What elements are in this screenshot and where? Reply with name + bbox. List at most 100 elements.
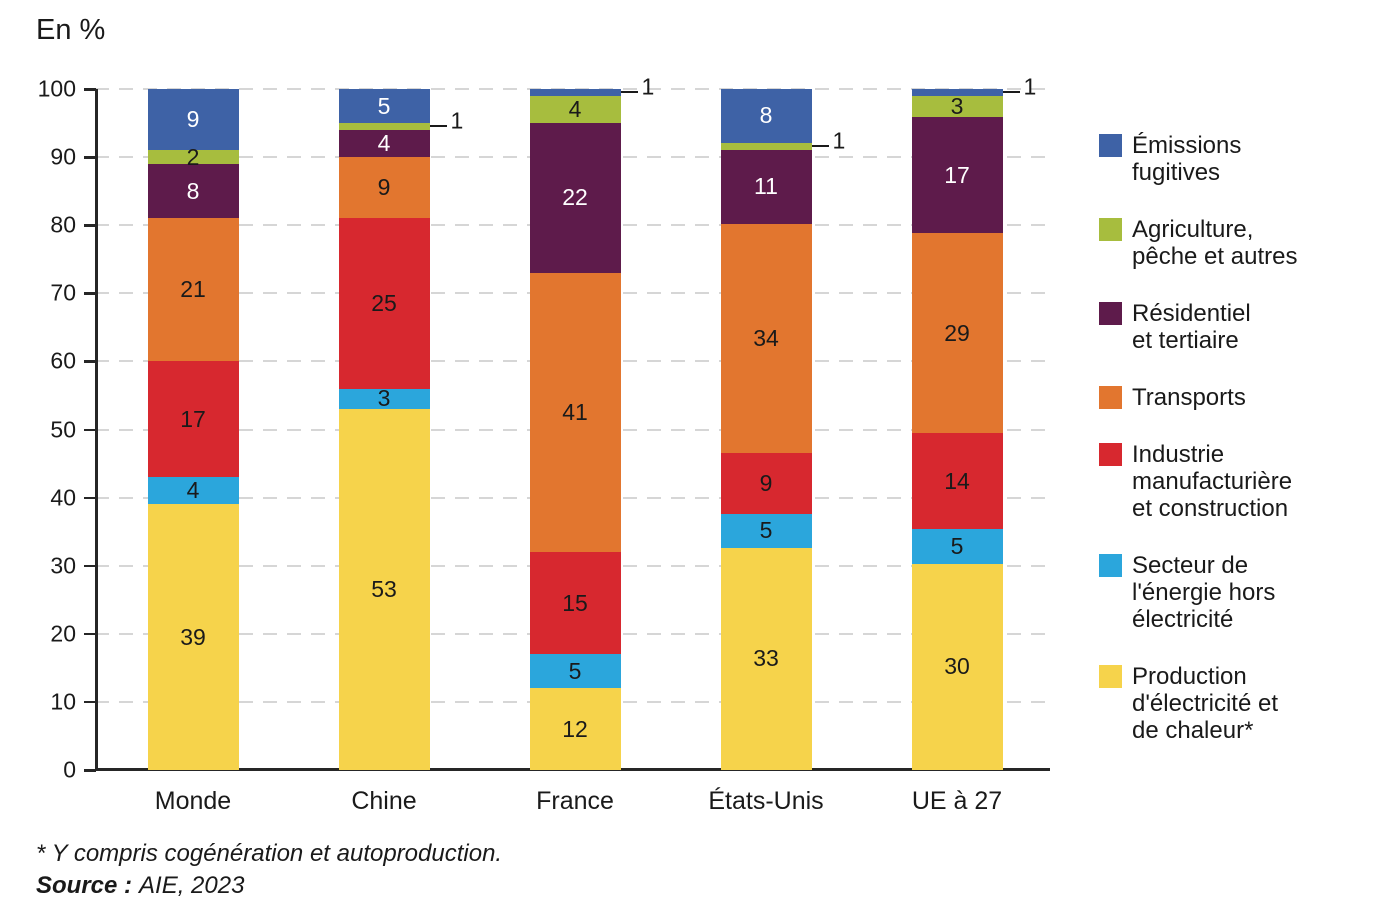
y-axis-tick (84, 496, 96, 500)
y-tick-label: 50 (50, 416, 76, 442)
bar-segment-value: 5 (950, 532, 964, 559)
bar-segment: 11 (720, 149, 812, 224)
legend: Émissions fugitives Agriculture, pêche et… (1099, 132, 1297, 744)
bar-segment (720, 142, 812, 150)
legend-item: Secteur de l'énergie hors électricité (1099, 552, 1297, 633)
bar-segment-value: 11 (754, 173, 778, 200)
bar-segment: 4 (147, 477, 239, 505)
legend-item: Émissions fugitives (1099, 132, 1297, 186)
bar-segment-value: 5 (568, 657, 582, 684)
bar-segment: 5 (529, 654, 621, 689)
bar-segment-value: 8 (186, 177, 200, 204)
bar-segment-value: 12 (562, 715, 588, 742)
legend-swatch (1099, 386, 1122, 409)
bar-segment: 41 (529, 272, 621, 553)
legend-label: Production d'électricité et de chaleur* (1132, 663, 1278, 744)
bar-France: 12 5 15 41 22 4 (529, 89, 621, 770)
bar-segment-value: 15 (562, 589, 588, 616)
legend-label: Industrie manufacturière et construction (1132, 441, 1293, 522)
source-label: Source : (36, 872, 133, 899)
bar-segment: 17 (911, 116, 1003, 234)
bar-segment: 29 (911, 233, 1003, 433)
callout-line (1002, 91, 1020, 94)
bar-segment: 17 (147, 361, 239, 478)
bar-segment: 53 (338, 409, 430, 770)
y-axis-tick (84, 156, 96, 159)
bar-segment: 15 (529, 552, 621, 655)
bar-segment-value: 33 (753, 645, 779, 672)
bar-segment-value: 21 (180, 276, 206, 303)
bar-segment-value: 9 (186, 106, 200, 133)
y-axis-tick (84, 88, 96, 91)
bar-segment-value: 9 (759, 469, 773, 496)
legend-item: Production d'électricité et de chaleur* (1099, 663, 1297, 744)
bar-segment: 5 (338, 89, 430, 124)
bar-UE à 27: 30 5 14 29 17 3 (911, 89, 1003, 770)
y-axis-tick (84, 292, 96, 295)
bar-segment: 30 (911, 563, 1003, 770)
legend-swatch (1099, 302, 1122, 325)
bar-segment: 3 (338, 387, 430, 410)
y-axis-tick (84, 632, 96, 636)
source-line: Source : AIE, 2023 (36, 872, 244, 900)
y-tick-label: 90 (50, 143, 76, 170)
bar-segment: 4 (529, 95, 621, 124)
bar-segment: 22 (529, 123, 621, 273)
y-tick-label: 60 (50, 347, 76, 374)
y-axis-tick (84, 428, 96, 431)
bar-segment-value: 14 (944, 467, 970, 494)
bar-segment-value: 30 (944, 653, 970, 680)
bar-segment-value: 4 (377, 129, 391, 156)
bar-segment-value: 17 (944, 161, 970, 188)
bar-segment: 8 (720, 89, 812, 143)
bar-segment: 4 (338, 129, 430, 158)
bar-segment: 5 (720, 513, 812, 548)
legend-label: Secteur de l'énergie hors électricité (1132, 552, 1276, 633)
x-category-label: France (536, 787, 614, 815)
y-tick-label: 30 (50, 552, 76, 579)
bar-segment (529, 89, 621, 96)
legend-item: Résidentiel et tertiaire (1099, 300, 1297, 354)
bar-segment-value: 29 (944, 319, 970, 346)
bar-segment: 39 (147, 504, 239, 770)
bar-segment (911, 89, 1003, 96)
y-axis-line (95, 89, 98, 770)
bar-segment-value: 3 (950, 92, 964, 119)
y-tick-label: 0 (63, 756, 76, 783)
bar-segment: 21 (147, 218, 239, 362)
legend-label: Agriculture, pêche et autres (1132, 216, 1298, 270)
chart-title: En % (36, 14, 106, 46)
callout-value: 1 (641, 73, 655, 100)
y-axis-tick (84, 224, 96, 227)
gridline (95, 88, 1050, 90)
bar-segment-value: 5 (377, 92, 391, 119)
bar-segment-value: 25 (371, 290, 397, 317)
legend-label: Résidentiel et tertiaire (1132, 300, 1251, 354)
y-axis-tick (84, 564, 96, 568)
y-axis-tick (84, 769, 96, 772)
legend-swatch (1099, 443, 1122, 466)
bar-segment-value: 53 (371, 576, 397, 603)
bar-segment: 33 (720, 547, 812, 770)
y-tick-label: 70 (50, 279, 76, 306)
legend-item: Industrie manufacturière et construction (1099, 441, 1297, 522)
bar-segment-value: 8 (759, 102, 773, 129)
bar-segment: 9 (147, 89, 239, 151)
y-tick-label: 40 (50, 484, 76, 511)
bar-segment-value: 5 (759, 517, 773, 544)
bar-segment: 8 (147, 163, 239, 219)
bar-segment: 34 (720, 223, 812, 454)
legend-swatch (1099, 218, 1122, 241)
source-value: AIE, 2023 (139, 872, 245, 899)
bar-segment: 9 (338, 157, 430, 219)
legend-swatch (1099, 665, 1122, 688)
bar-segment: 14 (911, 432, 1003, 530)
legend-swatch (1099, 134, 1122, 157)
y-tick-label: 10 (50, 688, 76, 715)
bar-Chine: 53 3 25 9 4 5 (338, 89, 430, 770)
bar-segment-value: 9 (377, 174, 391, 201)
callout-value: 1 (450, 107, 464, 134)
plot-area: 39 4 17 21 8 2 9 53 3 25 9 4 5 1 12 5 15 41 22 4 1 33 5 9 34 11 8 1… (84, 75, 1050, 772)
legend-label: Émissions fugitives (1132, 132, 1242, 186)
